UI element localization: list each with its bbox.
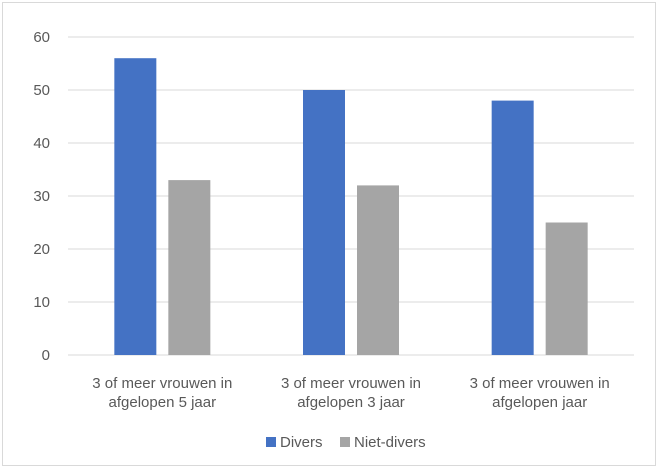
bar-niet-divers (545, 222, 588, 355)
bar-divers (303, 90, 345, 355)
legend-swatch-niet-divers (340, 437, 350, 447)
y-tick-label: 0 (42, 347, 50, 364)
y-tick-label: 50 (33, 82, 50, 99)
bar-niet-divers (168, 180, 211, 355)
bar-divers (114, 58, 157, 355)
y-tick-label: 30 (33, 188, 50, 205)
legend-label-divers: Divers (280, 434, 323, 451)
legend-label-niet-divers: Niet-divers (354, 434, 426, 451)
y-tick-label: 10 (33, 294, 50, 311)
x-category-label: 3 of meer vrouwen in afgelopen jaar (470, 375, 610, 411)
legend-swatch-divers (266, 437, 276, 447)
bar-divers (491, 100, 534, 355)
x-category-label: 3 of meer vrouwen in afgelopen 3 jaar (281, 375, 421, 411)
y-tick-label: 40 (33, 135, 50, 152)
y-tick-label: 60 (33, 29, 50, 46)
x-category-label: 3 of meer vrouwen in afgelopen 5 jaar (92, 375, 232, 411)
bar-niet-divers (357, 185, 399, 355)
y-tick-label: 20 (33, 241, 50, 258)
